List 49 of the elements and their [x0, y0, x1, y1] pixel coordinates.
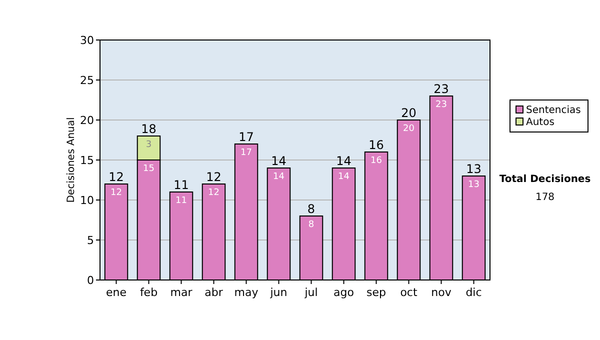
data-label: 12 — [208, 188, 220, 198]
data-label: 3 — [146, 140, 152, 150]
total-label: 12 — [206, 170, 222, 184]
total-label: 16 — [368, 138, 384, 152]
data-label: 16 — [370, 156, 382, 166]
total-label: 14 — [336, 154, 352, 168]
total-label: 13 — [466, 162, 482, 176]
data-label: 8 — [308, 220, 314, 230]
x-tick-label: sep — [366, 286, 386, 299]
data-label: 20 — [403, 124, 415, 134]
x-tick-label: mar — [170, 286, 193, 299]
total-label: 14 — [271, 154, 286, 168]
data-label: 14 — [273, 172, 285, 182]
data-label: 11 — [176, 196, 187, 206]
data-label: 14 — [338, 172, 350, 182]
x-tick-label: oct — [400, 286, 418, 299]
text: 178 — [535, 192, 555, 203]
legend-label: Autos — [526, 117, 554, 128]
x-tick-label: nov — [431, 286, 452, 299]
y-axis-title: Decisiones Anual — [66, 117, 77, 203]
total-label: 20 — [401, 106, 416, 120]
data-label: 15 — [143, 164, 154, 174]
x-tick-label: jul — [304, 286, 318, 299]
y-tick-label: 15 — [80, 154, 94, 167]
y-tick-label: 0 — [87, 274, 94, 287]
total-label: 12 — [108, 170, 124, 184]
x-tick-label: jun — [269, 286, 288, 299]
x-tick-label: dic — [466, 286, 482, 299]
y-tick-label: 10 — [80, 194, 94, 207]
y-tick-label: 5 — [87, 234, 94, 247]
x-tick-label: ene — [106, 286, 127, 299]
x-tick-label: may — [234, 286, 259, 299]
total-label: 23 — [434, 82, 449, 96]
data-label: 23 — [436, 100, 447, 110]
total-label: 18 — [141, 122, 156, 136]
x-tick-label: abr — [204, 286, 224, 299]
y-tick-label: 20 — [80, 114, 94, 127]
data-label: 17 — [240, 148, 252, 158]
total-label: 11 — [174, 178, 189, 192]
x-tick-label: feb — [140, 286, 158, 299]
total-label: 17 — [238, 130, 254, 144]
data-label: 13 — [468, 180, 480, 190]
x-tick-label: ago — [334, 286, 354, 299]
y-tick-label: 25 — [80, 74, 94, 87]
total-label: 8 — [307, 202, 316, 216]
y-tick-label: 30 — [80, 34, 94, 47]
legend-label: Sentencias — [526, 105, 581, 116]
data-label: 12 — [110, 188, 122, 198]
text: Total Decisiones — [499, 174, 591, 185]
